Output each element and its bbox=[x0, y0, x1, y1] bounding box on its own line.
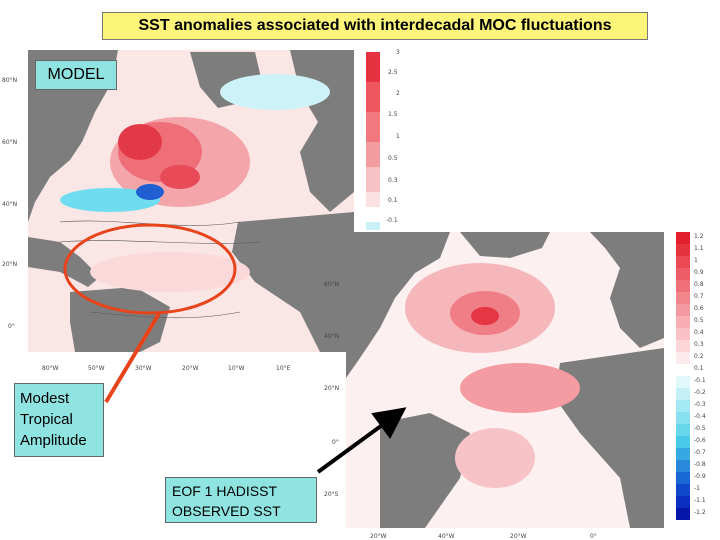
model-cb-tick: -0.1 bbox=[386, 217, 398, 224]
eof-observed-label: EOF 1 HADISST OBSERVED SST bbox=[165, 477, 317, 523]
obs-land-south-america bbox=[380, 413, 470, 528]
model-cb-tick: 3 bbox=[396, 49, 400, 56]
model-cb-tick: 2.5 bbox=[388, 69, 398, 76]
obs-cb-tick: 0.5 bbox=[694, 317, 704, 324]
model-lon-tick: 30°W bbox=[135, 365, 152, 372]
observed-colorbar bbox=[676, 232, 690, 520]
obs-cb-tick: 0.7 bbox=[694, 293, 704, 300]
model-cb-tick: 1.5 bbox=[388, 111, 398, 118]
obs-lon-tick: 40°W bbox=[438, 533, 455, 540]
obs-lat-tick: 0° bbox=[332, 439, 339, 446]
obs-cb-tick: -0.6 bbox=[694, 437, 706, 444]
tropical-label-line: Tropical bbox=[20, 411, 73, 428]
obs-cb-tick: -1.1 bbox=[694, 497, 706, 504]
obs-cb-tick: -0.1 bbox=[694, 377, 706, 384]
obs-cb-tick: 1.1 bbox=[694, 245, 704, 252]
obs-lat-tick: 20°S bbox=[324, 491, 339, 498]
model-sst-map: 3 2.5 2 1.5 1 0.5 0.3 0.1 -0.1 80°N 60°N… bbox=[2, 49, 400, 372]
model-lat-tick: 80°N bbox=[2, 77, 17, 84]
model-lat-tick: 40°N bbox=[2, 201, 17, 208]
eof-label-line: EOF 1 HADISST bbox=[172, 483, 278, 499]
model-cb-tick: 1 bbox=[396, 133, 400, 140]
model-land-central-america bbox=[28, 237, 100, 287]
model-lon-tick: 80°W bbox=[42, 365, 59, 372]
model-label: MODEL bbox=[35, 60, 117, 90]
obs-cb-tick: -0.5 bbox=[694, 425, 706, 432]
slide-title: SST anomalies associated with interdecad… bbox=[102, 12, 648, 40]
red-pointer-arrow bbox=[104, 310, 162, 404]
model-lon-tick: 20°W bbox=[182, 365, 199, 372]
model-lat-tick: 20°N bbox=[2, 261, 17, 268]
obs-cb-tick: -0.8 bbox=[694, 461, 706, 468]
model-colorbar bbox=[366, 52, 380, 230]
obs-cb-tick: -0.9 bbox=[694, 473, 706, 480]
obs-lat-tick: 60°N bbox=[324, 281, 339, 288]
model-lon-tick: 50°W bbox=[88, 365, 105, 372]
model-lat-tick: 0° bbox=[8, 323, 15, 330]
model-lat-tick: 60°N bbox=[2, 139, 17, 146]
obs-land-africa bbox=[555, 348, 664, 528]
eof-label-line: OBSERVED SST bbox=[172, 503, 281, 519]
tropical-label-line: Amplitude bbox=[20, 432, 87, 449]
obs-cb-tick: 0.4 bbox=[694, 329, 704, 336]
obs-lon-tick: 0° bbox=[590, 533, 597, 540]
obs-land-greenland bbox=[460, 232, 550, 258]
model-lon-tick: 10°W bbox=[228, 365, 245, 372]
obs-cb-tick: -1 bbox=[694, 485, 700, 492]
obs-lat-tick: 40°N bbox=[324, 333, 339, 340]
obs-lon-tick: 20°W bbox=[370, 533, 387, 540]
model-cb-tick: 2 bbox=[396, 90, 400, 97]
model-cool-region bbox=[60, 188, 160, 212]
model-land-africa bbox=[232, 212, 354, 352]
obs-cb-tick: 1 bbox=[694, 257, 698, 264]
obs-land-europe bbox=[590, 232, 664, 348]
obs-cb-tick: 0.1 bbox=[694, 365, 704, 372]
obs-cb-tick: -0.3 bbox=[694, 401, 706, 408]
model-land-north-america bbox=[28, 50, 118, 222]
obs-cb-tick: 0.8 bbox=[694, 281, 704, 288]
obs-cb-tick: 0.3 bbox=[694, 341, 704, 348]
obs-cb-tick: -0.2 bbox=[694, 389, 706, 396]
obs-lat-tick: 20°N bbox=[324, 385, 339, 392]
model-cb-tick: 0.1 bbox=[388, 197, 398, 204]
obs-cb-tick: -0.7 bbox=[694, 449, 706, 456]
black-pointer-arrow bbox=[316, 407, 407, 474]
obs-cb-tick: 0.2 bbox=[694, 353, 704, 360]
tropical-highlight-ring bbox=[63, 223, 237, 315]
model-cb-tick: 0.3 bbox=[388, 177, 398, 184]
obs-lon-tick: 20°W bbox=[510, 533, 527, 540]
model-lon-tick: 10°E bbox=[276, 365, 291, 372]
tropical-label-line: Modest bbox=[20, 390, 70, 407]
obs-cb-tick: 0.9 bbox=[694, 269, 704, 276]
obs-cb-tick: -0.4 bbox=[694, 413, 706, 420]
observed-sst-map: 1.2 1.1 1 0.9 0.8 0.7 0.6 0.5 0.4 0.3 0.… bbox=[324, 232, 706, 540]
model-cb-tick: 0.5 bbox=[388, 155, 398, 162]
modest-tropical-amplitude-label: Modest Tropical Amplitude bbox=[14, 383, 104, 457]
obs-land-north-america bbox=[346, 232, 450, 378]
obs-cb-tick: 0.6 bbox=[694, 305, 704, 312]
obs-cb-tick: -1.2 bbox=[694, 509, 706, 516]
obs-cb-tick: 1.2 bbox=[694, 233, 704, 240]
